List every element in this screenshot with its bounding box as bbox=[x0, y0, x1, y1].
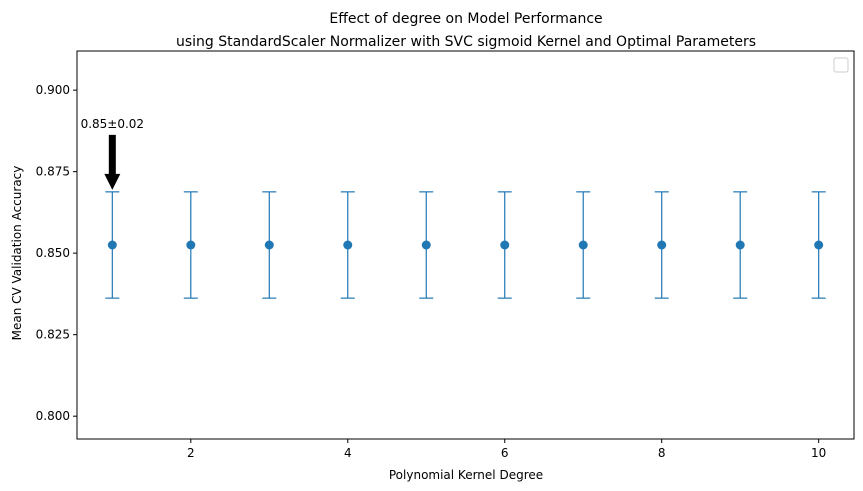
data-point bbox=[814, 240, 824, 250]
annotation: 0.85±0.02 bbox=[81, 117, 145, 190]
ticks: 2 4 6 8 10 0.800 0.825 0.850 0.875 0.900 bbox=[36, 83, 827, 460]
y-axis-label: Mean CV Validation Accuracy bbox=[10, 166, 24, 341]
x-tick-label: 4 bbox=[344, 446, 352, 460]
annotation-label: 0.85±0.02 bbox=[81, 117, 145, 131]
data-point bbox=[578, 240, 588, 250]
data-point bbox=[657, 240, 667, 250]
y-tick-label: 0.800 bbox=[36, 409, 70, 423]
y-tick-label: 0.875 bbox=[36, 165, 70, 179]
data-point bbox=[500, 240, 510, 250]
data-point bbox=[186, 240, 196, 250]
data-point bbox=[421, 240, 431, 250]
y-tick-label: 0.900 bbox=[36, 83, 70, 97]
x-tick-label: 8 bbox=[658, 446, 666, 460]
chart-title: Effect of degree on Model Performance bbox=[329, 11, 602, 27]
x-axis-label: Polynomial Kernel Degree bbox=[389, 468, 543, 482]
y-tick-label: 0.825 bbox=[36, 328, 70, 342]
data-point bbox=[343, 240, 353, 250]
annotation-arrow bbox=[104, 134, 121, 190]
y-tick-label: 0.850 bbox=[36, 246, 70, 260]
data-point bbox=[264, 240, 274, 250]
x-tick-label: 6 bbox=[501, 446, 509, 460]
legend-box bbox=[833, 57, 849, 73]
data-marks bbox=[105, 191, 826, 299]
x-tick-label: 2 bbox=[187, 446, 195, 460]
data-point bbox=[107, 240, 117, 250]
plot-frame bbox=[76, 50, 855, 440]
x-tick-label: 10 bbox=[811, 446, 826, 460]
data-point bbox=[735, 240, 745, 250]
chart-subtitle: using StandardScaler Normalizer with SVC… bbox=[176, 34, 756, 50]
